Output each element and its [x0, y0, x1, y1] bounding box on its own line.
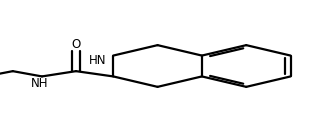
Text: O: O	[71, 38, 81, 51]
Text: NH: NH	[31, 77, 49, 90]
Text: HN: HN	[89, 54, 107, 67]
